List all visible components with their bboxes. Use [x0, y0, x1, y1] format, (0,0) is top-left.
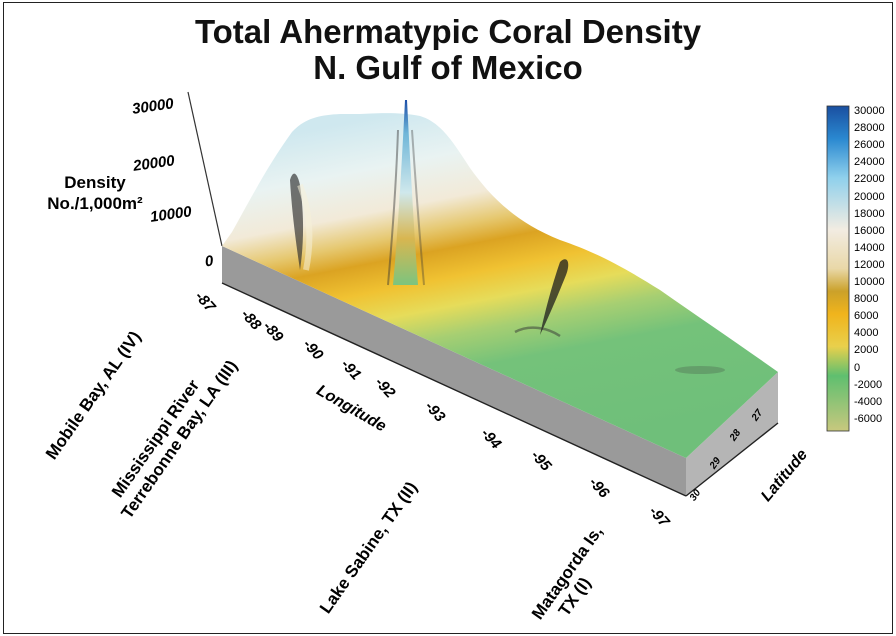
colorbar-tick-label: 0: [854, 361, 861, 374]
colorbar-tick-label: 30000: [854, 105, 885, 117]
colorbar-tick-label: 20000: [854, 190, 885, 203]
colorbar-tick-label: 12000: [854, 258, 885, 271]
colorbar-tick-label: -2000: [854, 378, 883, 391]
colorbar-tick-label: 28000: [854, 122, 885, 135]
z-axis-label-line2: No./1,000m²: [47, 194, 143, 213]
colorbar-tick-label: 24000: [854, 156, 885, 169]
surface: [222, 113, 778, 458]
surface-ridge-highlight: [297, 183, 313, 271]
colorbar-tick-label: 22000: [854, 173, 885, 186]
colorbar-tick-label: -6000: [854, 412, 883, 425]
colorbar-tick-label: 14000: [854, 241, 885, 254]
surface-fold: [514, 326, 561, 338]
colorbar-tick-label: 18000: [854, 207, 885, 220]
z-axis-line: [187, 91, 223, 247]
surface-spike-shadow: [411, 129, 425, 286]
colorbar: [826, 105, 850, 432]
colorbar-tick-label: 16000: [854, 224, 885, 237]
surface-front-wall: [222, 246, 686, 496]
colorbar-tick-label: 26000: [854, 139, 885, 152]
surface-fold: [675, 366, 725, 374]
z-axis-label-line1: Density: [64, 173, 126, 192]
colorbar-tick-label: 2000: [854, 344, 879, 357]
longitude-axis-line: [221, 282, 687, 497]
chart-title: Total Ahermatypic Coral Density: [194, 13, 702, 50]
surface-side-wall: [686, 372, 778, 496]
surface-spike-shadow: [387, 129, 399, 286]
surface-ridge: [540, 259, 569, 335]
chart-subtitle: N. Gulf of Mexico: [313, 49, 583, 86]
latitude-axis-line: [685, 422, 779, 497]
colorbar-tick-label: -4000: [854, 395, 883, 408]
surface-spike: [393, 100, 418, 285]
colorbar-tick-label: 10000: [854, 276, 885, 288]
colorbar-tick-label: 4000: [854, 327, 879, 340]
surface-ridge: [290, 173, 304, 270]
colorbar-tick-label: 6000: [854, 310, 879, 323]
colorbar-tick-label: 8000: [854, 293, 879, 306]
